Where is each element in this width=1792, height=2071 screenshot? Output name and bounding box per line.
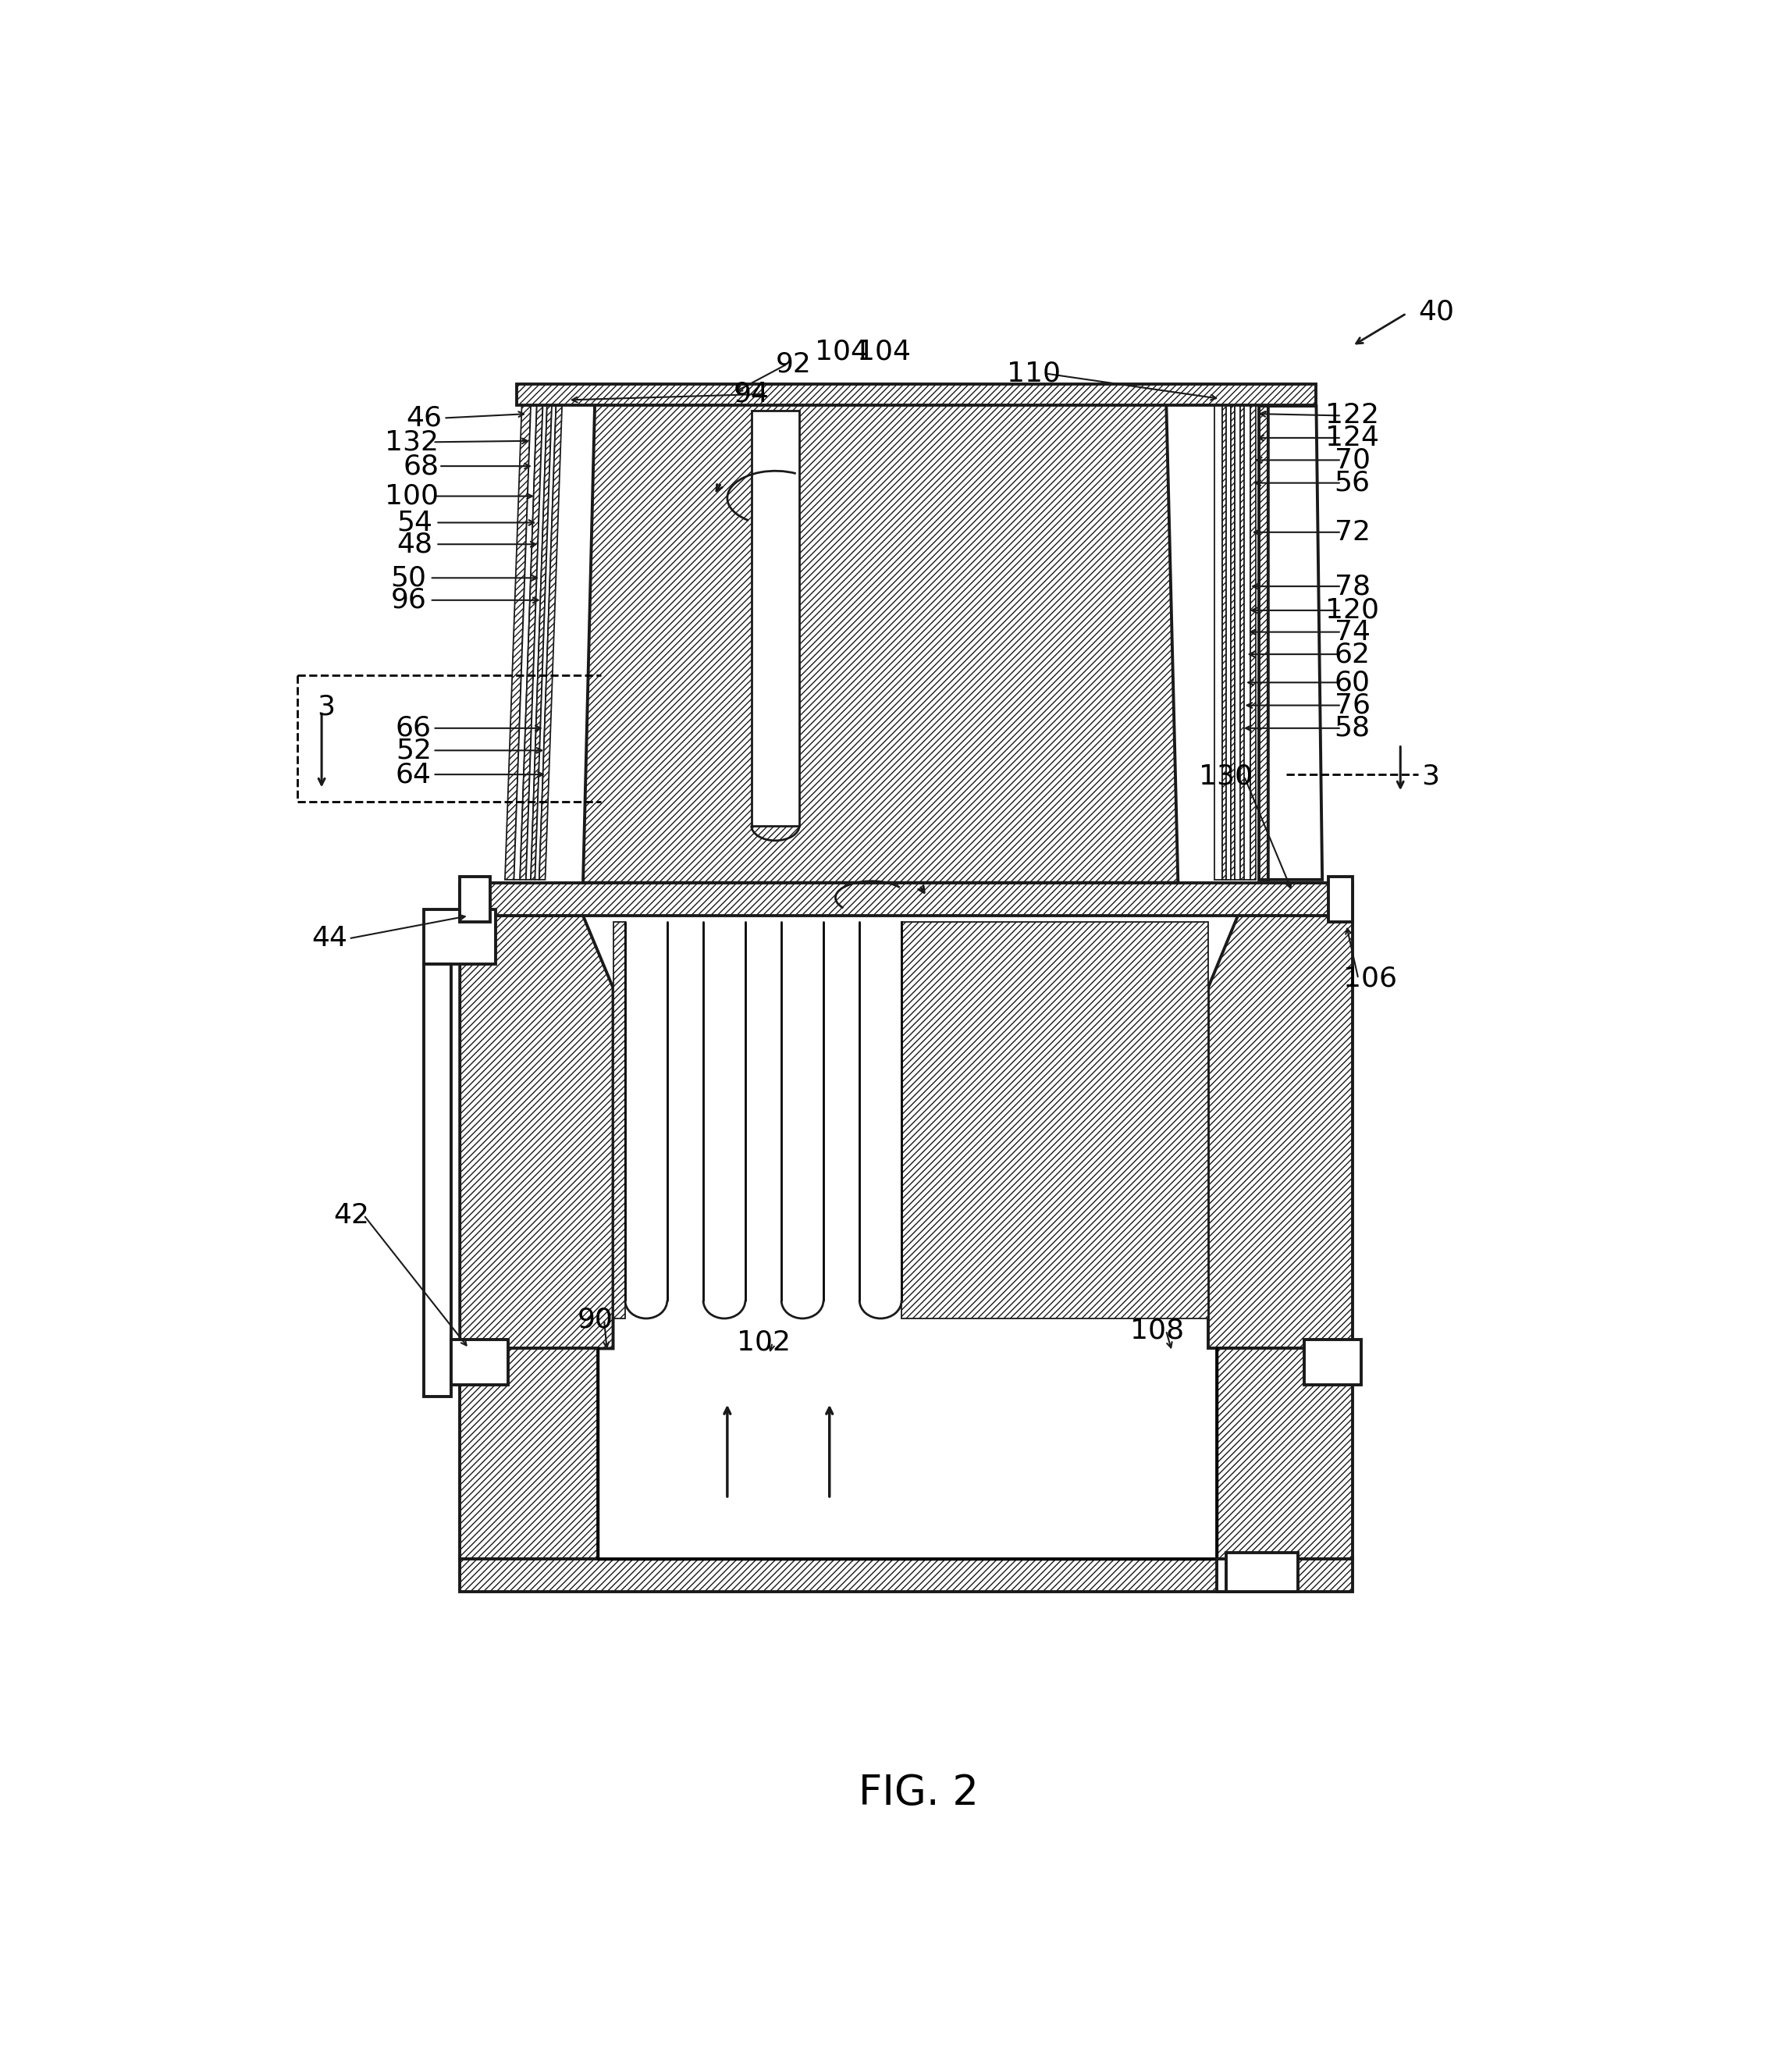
Text: 132: 132 <box>385 429 439 456</box>
Polygon shape <box>423 909 496 963</box>
Polygon shape <box>1226 1553 1297 1593</box>
Polygon shape <box>582 393 1177 882</box>
Text: 58: 58 <box>1335 714 1371 741</box>
Text: 64: 64 <box>396 762 432 787</box>
Text: 90: 90 <box>577 1307 613 1334</box>
Polygon shape <box>751 410 799 826</box>
Text: 70: 70 <box>1335 447 1371 474</box>
Polygon shape <box>461 1348 599 1559</box>
Text: 102: 102 <box>737 1330 790 1357</box>
Polygon shape <box>1305 1340 1362 1385</box>
Polygon shape <box>1235 406 1240 880</box>
Text: 76: 76 <box>1335 692 1371 719</box>
Text: 46: 46 <box>405 404 443 431</box>
Polygon shape <box>1328 876 1353 922</box>
Polygon shape <box>536 406 556 880</box>
Polygon shape <box>423 963 452 1396</box>
Text: 56: 56 <box>1335 470 1371 497</box>
Text: 3: 3 <box>1421 762 1439 789</box>
Text: 66: 66 <box>396 714 432 741</box>
Polygon shape <box>1208 915 1353 1348</box>
Text: 108: 108 <box>1131 1317 1185 1344</box>
Text: 48: 48 <box>396 530 434 557</box>
Polygon shape <box>1217 1348 1353 1559</box>
Polygon shape <box>452 1340 507 1385</box>
Polygon shape <box>1244 406 1251 880</box>
Text: 104: 104 <box>815 340 869 364</box>
Polygon shape <box>1240 406 1244 880</box>
Text: 60: 60 <box>1335 669 1371 696</box>
Text: 44: 44 <box>312 926 348 953</box>
Text: 110: 110 <box>1007 360 1061 387</box>
Text: 106: 106 <box>1344 965 1398 992</box>
Text: 96: 96 <box>391 586 426 613</box>
Polygon shape <box>539 406 563 880</box>
Polygon shape <box>461 876 489 922</box>
Polygon shape <box>901 922 1208 1319</box>
Polygon shape <box>527 406 547 880</box>
Text: 104: 104 <box>857 340 910 364</box>
Text: 40: 40 <box>1419 298 1455 325</box>
Polygon shape <box>1222 406 1226 880</box>
Text: 120: 120 <box>1326 596 1380 623</box>
Text: 122: 122 <box>1326 402 1380 429</box>
Polygon shape <box>516 383 1317 404</box>
Text: 78: 78 <box>1335 574 1371 601</box>
Polygon shape <box>461 1559 1353 1593</box>
Text: 62: 62 <box>1335 642 1371 667</box>
Polygon shape <box>505 406 530 880</box>
Text: 100: 100 <box>385 483 439 509</box>
Text: 72: 72 <box>1335 520 1371 545</box>
Text: 130: 130 <box>1199 762 1253 789</box>
Polygon shape <box>1269 406 1322 880</box>
Text: 54: 54 <box>396 509 432 536</box>
Text: 3: 3 <box>317 694 335 721</box>
Polygon shape <box>461 915 613 1348</box>
Text: FIG. 2: FIG. 2 <box>858 1773 978 1814</box>
Text: 50: 50 <box>391 565 426 590</box>
Polygon shape <box>1260 406 1269 880</box>
Text: 68: 68 <box>403 454 439 478</box>
Polygon shape <box>1215 406 1222 880</box>
Polygon shape <box>1226 406 1231 880</box>
Polygon shape <box>1231 406 1235 880</box>
Text: 74: 74 <box>1335 619 1371 646</box>
Polygon shape <box>520 406 543 880</box>
Text: 52: 52 <box>396 737 432 764</box>
Text: 42: 42 <box>333 1201 369 1228</box>
Text: 92: 92 <box>776 350 812 377</box>
Polygon shape <box>461 882 1353 915</box>
Polygon shape <box>1217 1559 1251 1593</box>
Text: 94: 94 <box>733 381 769 408</box>
Polygon shape <box>530 406 552 880</box>
Polygon shape <box>514 406 538 880</box>
Text: 124: 124 <box>1326 425 1380 451</box>
Polygon shape <box>613 922 625 1319</box>
Polygon shape <box>1251 406 1256 880</box>
